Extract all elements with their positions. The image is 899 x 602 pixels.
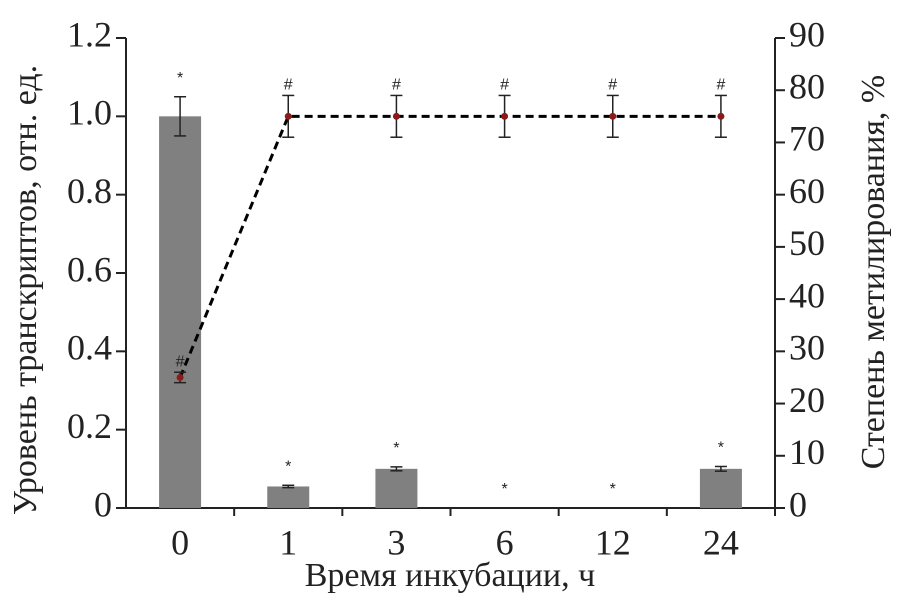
annotation: * (393, 440, 399, 457)
annotation: * (285, 459, 291, 476)
x-tick-label: 1 (279, 522, 297, 562)
annotation: # (392, 77, 401, 94)
x-tick-label: 3 (387, 522, 405, 562)
y2-tick-label: 50 (789, 223, 825, 263)
y-tick-label: 0.6 (67, 249, 112, 289)
bar (159, 116, 202, 508)
y2-tick-label: 40 (789, 275, 825, 315)
y2-tick-label: 80 (789, 66, 825, 106)
y2-tick-label: 0 (789, 484, 807, 524)
marker (284, 112, 292, 120)
annotation: # (176, 353, 185, 370)
annotation: * (610, 481, 616, 498)
annotation: * (177, 70, 183, 87)
marker (392, 112, 400, 120)
x-tick-label: 24 (703, 522, 739, 562)
y-tick-label: 0 (94, 484, 112, 524)
y-tick-label: 0.4 (67, 328, 112, 368)
y2-tick-label: 90 (789, 14, 825, 54)
y-axis-label: Уровень транскриптов, отн. ед. (7, 65, 44, 515)
x-tick-label: 0 (171, 522, 189, 562)
bar (699, 468, 742, 508)
annotation: # (716, 77, 725, 94)
x-tick-label: 6 (496, 522, 514, 562)
x-tick-label: 12 (595, 522, 631, 562)
x-axis-label: Время инкубации, ч (305, 557, 595, 594)
bar (267, 486, 310, 508)
annotation: # (500, 77, 509, 94)
annotation: # (284, 77, 293, 94)
annotation: # (608, 77, 617, 94)
marker (176, 373, 184, 381)
y-tick-label: 0.2 (67, 406, 112, 446)
y2-tick-label: 30 (789, 328, 825, 368)
marker (717, 112, 725, 120)
marker (609, 112, 617, 120)
y2-tick-label: 20 (789, 380, 825, 420)
y2-tick-label: 70 (789, 119, 825, 159)
y-tick-label: 1.2 (67, 14, 112, 54)
y-tick-label: 0.8 (67, 171, 112, 211)
annotation: * (501, 481, 507, 498)
y-tick-label: 1.0 (67, 93, 112, 133)
marker (501, 112, 509, 120)
y2-tick-label: 60 (789, 171, 825, 211)
bar (375, 468, 418, 508)
y2-axis-label: Степень метилирования, % (855, 75, 892, 470)
y2-tick-label: 10 (789, 432, 825, 472)
line (178, 114, 721, 379)
annotation: * (718, 440, 724, 457)
